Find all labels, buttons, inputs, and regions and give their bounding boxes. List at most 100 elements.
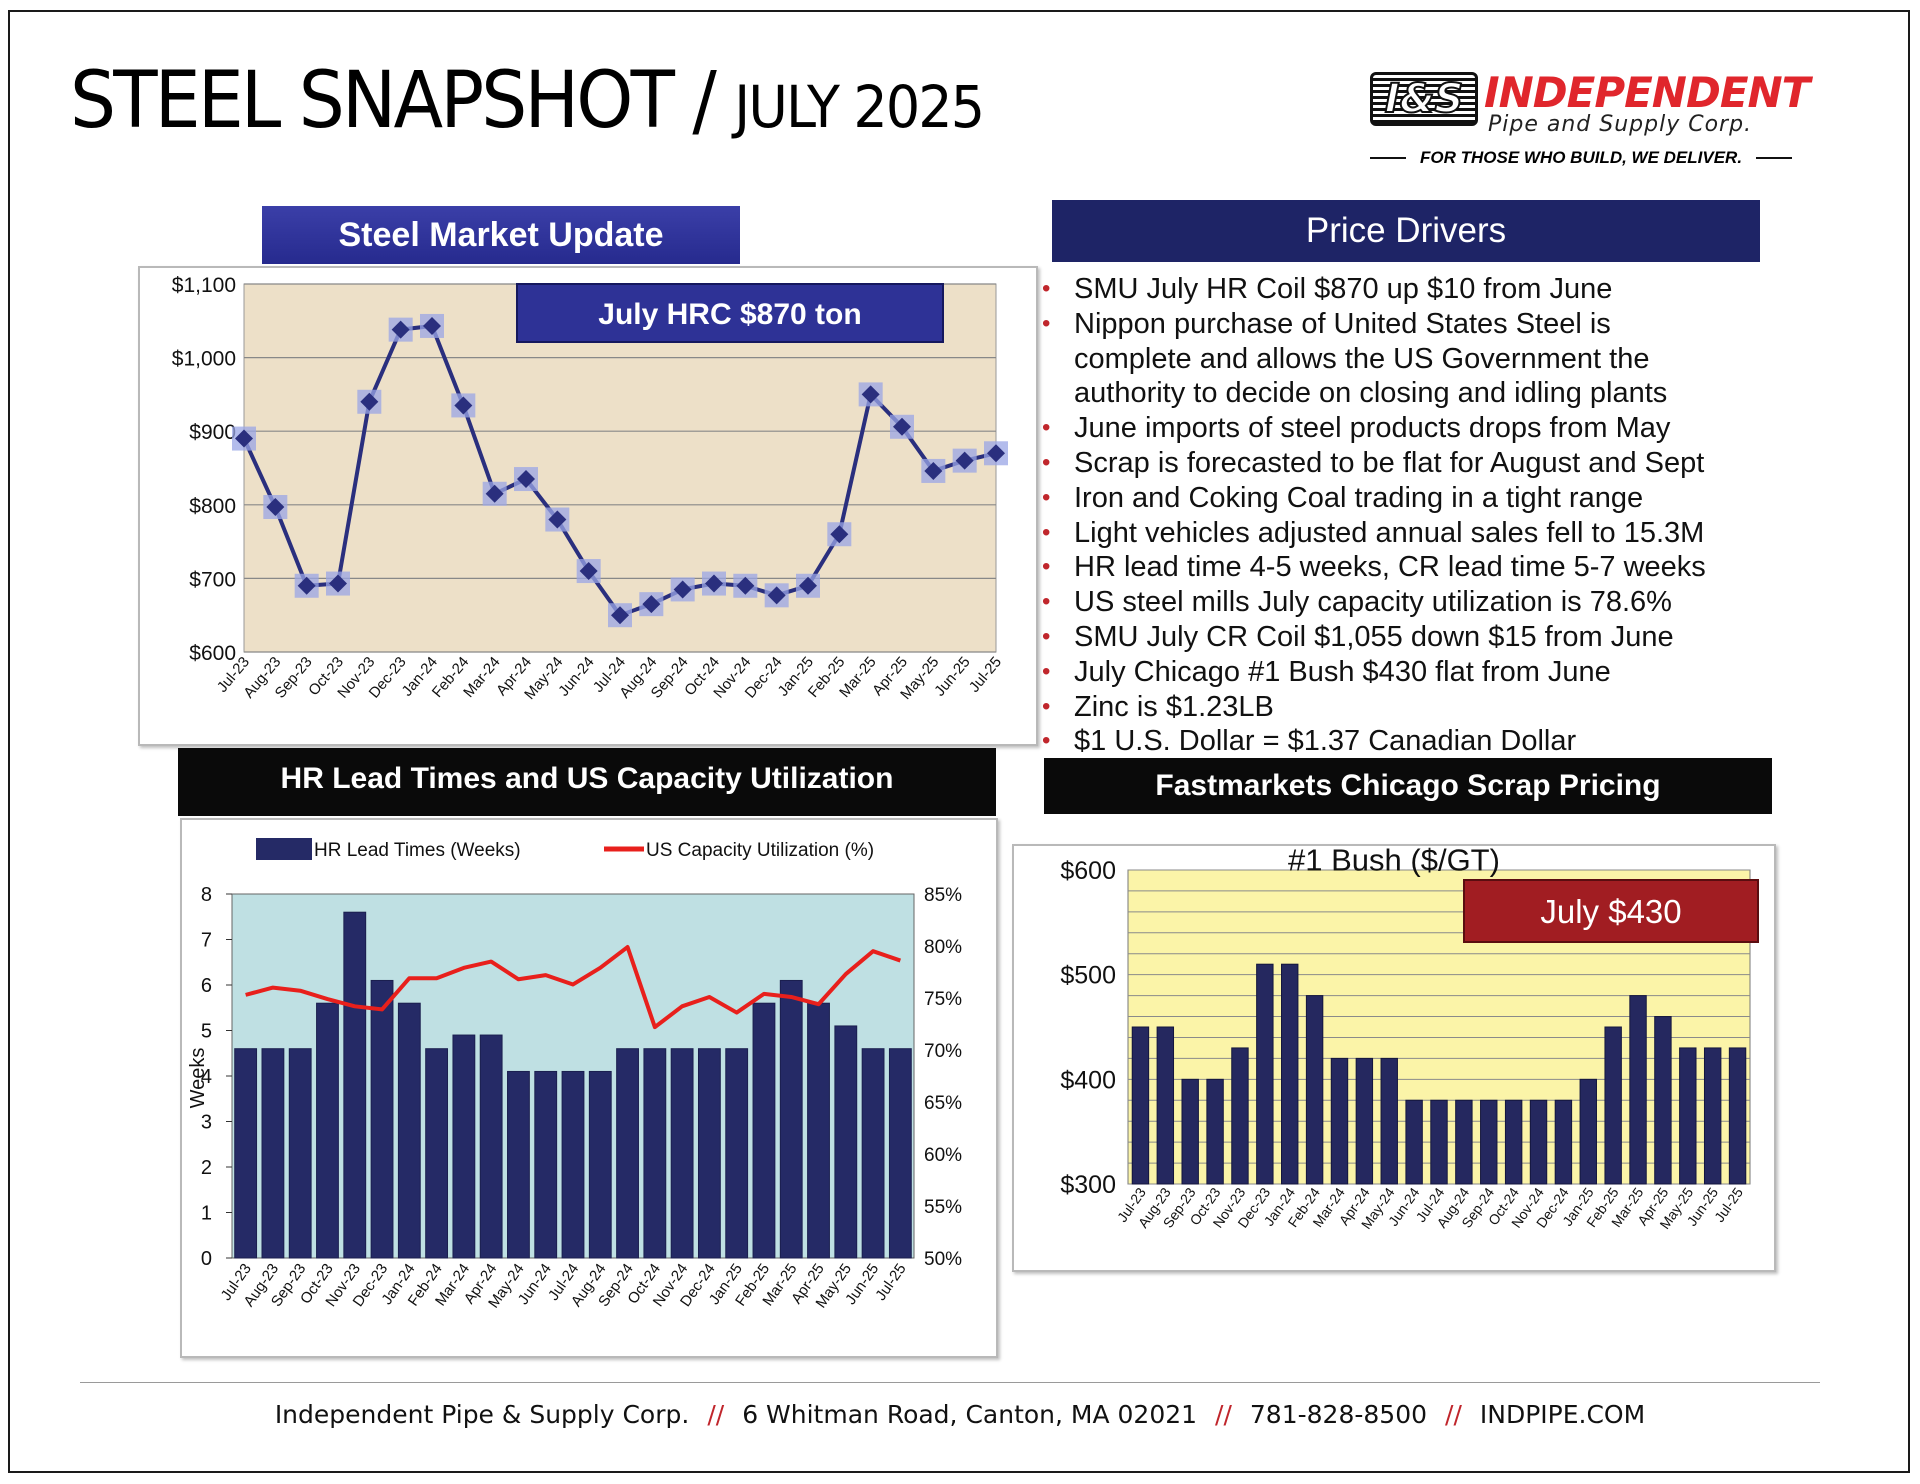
price-driver-item: SMU July HR Coil $870 up $10 from June <box>1038 272 1878 307</box>
price-driver-item: Zinc is $1.23LB <box>1038 690 1878 725</box>
scrap-bar <box>1703 1047 1722 1185</box>
y2-tick-label: 50% <box>924 1249 962 1270</box>
lead-time-bar <box>452 1034 476 1259</box>
y-tick-label: $400 <box>1060 1066 1116 1094</box>
y2-tick-label: 85% <box>924 885 962 906</box>
hrc-point <box>767 586 786 605</box>
price-driver-item: Scrap is forecasted to be flat for Augus… <box>1038 446 1878 481</box>
lead-time-bar <box>834 1025 858 1259</box>
scrap-bar <box>1330 1057 1349 1185</box>
tagline-dash-left <box>1370 157 1406 159</box>
scrap-bar <box>1654 1016 1672 1185</box>
hrc-point <box>799 576 817 595</box>
y-tick-label: 4 <box>201 1066 212 1088</box>
lead-time-bar <box>316 1002 339 1259</box>
lead-banner-text: HR Lead Times and US Capacity Utilizatio… <box>280 762 894 795</box>
y-tick-label: $600 <box>1060 857 1116 885</box>
y-tick-label: $800 <box>189 495 236 518</box>
lead-time-bar <box>888 1048 912 1259</box>
hrc-point <box>736 576 755 595</box>
y2-tick-label: 80% <box>924 937 962 958</box>
scrap-bar <box>1430 1099 1448 1185</box>
lead-time-bar <box>725 1048 749 1259</box>
scrap-bar <box>1679 1047 1697 1185</box>
y-tick-label: 2 <box>201 1157 212 1179</box>
lead-chart-panel: 0 1 2 3 4 5 6 7 8 50% 55% 60% 65% 70% 75% 80% 85% Weeks Ju… <box>180 818 998 1358</box>
x-tick-label: Jul-25 <box>872 1261 909 1304</box>
y-tick-label: 5 <box>201 1021 212 1043</box>
smu-banner-text: Steel Market Update <box>338 216 664 254</box>
footer-divider <box>80 1382 1820 1383</box>
lead-time-bar <box>616 1048 639 1259</box>
capacity-line <box>245 945 902 1030</box>
hrc-point <box>830 525 849 544</box>
y-tick-label: 3 <box>201 1112 212 1134</box>
y-tick-label: 6 <box>201 975 212 997</box>
lead-time-bar <box>343 911 367 1259</box>
drivers-banner-text: Price Drivers <box>1305 211 1507 250</box>
hrc-line-chart: $600$700$800$900$1,000$1,100Jul-23Aug-23… <box>172 274 1008 703</box>
drivers-banner: Price Drivers <box>1052 200 1760 262</box>
y2-tick-label: 75% <box>924 989 962 1010</box>
y2-tick-label: 65% <box>924 1093 962 1114</box>
price-driver-item: HR lead time 4-5 weeks, CR lead time 5-7… <box>1038 550 1878 585</box>
title-date: JULY 2025 <box>734 73 985 141</box>
tagline-text: FOR THOSE WHO BUILD, WE DELIVER. <box>1420 148 1743 167</box>
logo-mark: I&S <box>1370 72 1478 126</box>
tagline-dash-right <box>1756 157 1793 159</box>
price-drivers-list: SMU July HR Coil $870 up $10 from JuneNi… <box>1038 272 1878 759</box>
hrc-point <box>861 385 880 404</box>
hrc-point <box>611 606 629 625</box>
lead-time-bar <box>507 1070 530 1259</box>
y-tick-label: $700 <box>189 568 236 591</box>
y-tick-label: $600 <box>189 642 236 665</box>
y-tick-label: $500 <box>1060 962 1116 990</box>
y-tick-label: $1,000 <box>172 348 236 371</box>
scrap-bar <box>1405 1099 1423 1185</box>
y-tick-label: 0 <box>201 1248 212 1270</box>
y-axis-label: Weeks <box>187 1048 209 1109</box>
lead-time-bar <box>670 1048 694 1259</box>
hrc-point <box>360 392 379 411</box>
lead-time-bar <box>479 1034 503 1259</box>
lead-time-bar <box>807 1002 830 1259</box>
scrap-bar <box>1728 1047 1747 1185</box>
price-driver-item: June imports of steel products drops fro… <box>1038 411 1878 446</box>
scrap-bar <box>1455 1099 1473 1185</box>
scrap-bar <box>1579 1078 1597 1185</box>
price-driver-item: authority to decide on closing and idlin… <box>1074 377 1668 410</box>
scrap-banner-text: Fastmarkets Chicago Scrap Pricing <box>1155 769 1661 802</box>
page-title: STEEL SNAPSHOT / JULY 2025 <box>70 62 985 141</box>
price-driver-item: Iron and Coking Coal trading in a tight … <box>1038 481 1878 516</box>
footer-sep: // <box>1445 1400 1462 1429</box>
hrc-point <box>423 316 441 335</box>
y-tick-label: $300 <box>1060 1171 1116 1199</box>
y-tick-label: 1 <box>201 1203 212 1225</box>
hrc-point <box>266 498 285 517</box>
hrc-point <box>517 470 535 489</box>
price-driver-item: $1 U.S. Dollar = $1.37 Canadian Dollar <box>1038 724 1878 759</box>
scrap-bar <box>1305 995 1324 1185</box>
hrc-point <box>642 595 661 614</box>
legend-swatch-bars <box>256 838 312 860</box>
hrc-point <box>391 320 410 339</box>
company-logo: I&S INDEPENDENT Pipe and Supply Corp. FO… <box>1370 68 1840 178</box>
footer-web: INDPIPE.COM <box>1479 1400 1646 1429</box>
x-tick-label: Jul-25 <box>966 654 1005 696</box>
callout-text: July $430 <box>1540 893 1681 930</box>
hrc-point <box>705 574 723 593</box>
hrc-point <box>673 580 692 599</box>
scrap-bar <box>1231 1047 1249 1185</box>
callout-box <box>516 283 944 343</box>
scrap-bar <box>1206 1078 1224 1185</box>
y-tick-label: $1,100 <box>172 274 236 297</box>
scrap-bar <box>1529 1099 1548 1185</box>
lead-time-bar <box>425 1048 449 1259</box>
y-tick-label: 8 <box>201 884 212 906</box>
price-driver-item: complete and allows the US Government th… <box>1074 342 1650 375</box>
logo-mark-text: I&S <box>1384 76 1465 122</box>
scrap-bar <box>1504 1099 1523 1185</box>
hrc-point <box>548 510 567 529</box>
price-driver-item: SMU July CR Coil $1,055 down $15 from Ju… <box>1038 620 1878 655</box>
title-text: STEEL SNAPSHOT / <box>70 56 717 146</box>
